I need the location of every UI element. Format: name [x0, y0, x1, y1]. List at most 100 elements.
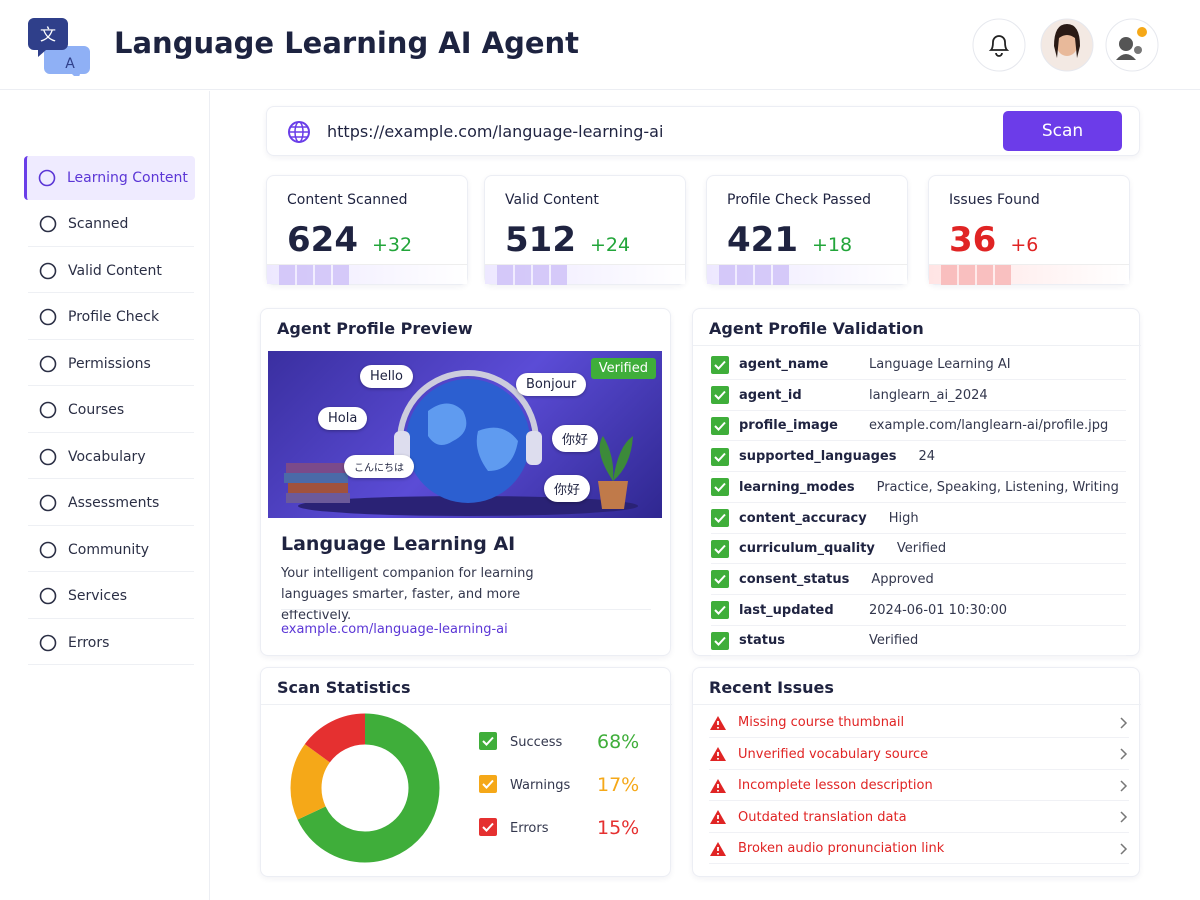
icon — [39, 215, 57, 233]
icon — [39, 634, 57, 651]
check-mark — [714, 513, 726, 523]
warning-icon — [710, 810, 726, 825]
icon-shape — [39, 541, 57, 558]
stat-label: Profile Check Passed — [727, 192, 871, 208]
speech-bubble: 你好 — [552, 425, 599, 452]
stat-label: Issues Found — [949, 192, 1040, 208]
check-box — [711, 570, 729, 589]
nav-label: Vocabulary — [68, 448, 146, 465]
check-box — [711, 478, 729, 497]
issue-row[interactable]: Incomplete lesson description — [709, 771, 1129, 802]
issue-text: Unverified vocabulary source — [738, 746, 929, 762]
svg-text:A: A — [65, 56, 75, 72]
nav-item[interactable]: Scanned — [28, 203, 194, 247]
field-value: Language Learning AI — [869, 357, 1011, 372]
speech-bubble: こんにちは — [344, 455, 414, 478]
nav-item[interactable]: Community — [28, 528, 194, 572]
strip-block — [737, 265, 753, 285]
nav-item[interactable]: Vocabulary — [28, 435, 194, 479]
nav-item[interactable]: Errors — [28, 621, 194, 665]
card-title: Recent Issues — [709, 678, 834, 697]
logo: 文 A — [28, 18, 90, 76]
issue-row[interactable]: Missing course thumbnail — [709, 708, 1129, 738]
nav-item[interactable]: Profile Check — [28, 296, 194, 340]
field-value: Verified — [896, 541, 947, 557]
issue-row[interactable]: Broken audio pronunciation link — [709, 834, 1129, 865]
icon-shape — [39, 308, 57, 326]
stat-card: Profile Check Passed 421 +18 — [706, 175, 908, 285]
legend-swatch — [479, 732, 497, 750]
strip-block — [315, 265, 331, 285]
validation-row: profile_image example.com/langlearn-ai/pr… — [711, 411, 1126, 442]
icon — [39, 262, 57, 279]
field-value: Practice, Speaking, Listening, Writing — [876, 479, 1119, 495]
check-icon — [711, 447, 729, 466]
check-mark — [714, 391, 726, 401]
check-mark — [714, 605, 726, 616]
check-mark — [714, 483, 726, 493]
stat-value-row: 512 +24 — [505, 220, 630, 260]
icon — [39, 541, 57, 558]
chevron — [1120, 843, 1128, 855]
nav-item[interactable]: Assessments — [28, 482, 194, 526]
nav-item[interactable]: Permissions — [28, 342, 194, 386]
speech-bubble: Bonjour — [516, 373, 587, 396]
strip-block — [551, 265, 567, 285]
agent-description: Your intelligent companion for learning … — [281, 566, 534, 623]
check-box — [711, 355, 729, 374]
check-box — [711, 509, 729, 527]
legend-label: Warnings — [510, 778, 570, 793]
field-key: supported_languages — [739, 449, 897, 465]
notifications-button[interactable] — [972, 18, 1026, 72]
nav-item[interactable]: Courses — [28, 389, 194, 433]
header: 文 A Language Learning AI Agent — [0, 0, 1200, 90]
stat-value-row: 624 +32 — [287, 220, 412, 260]
card-title: Scan Statistics — [277, 678, 411, 697]
nav-label: Errors — [68, 634, 110, 651]
card-title: Agent Profile Preview — [277, 319, 473, 338]
check-icon — [711, 601, 729, 620]
field-value: langlearn_ai_2024 — [869, 387, 988, 403]
legend-swatch — [479, 818, 497, 836]
field-value: High — [888, 510, 919, 526]
nav-label: Community — [68, 541, 150, 558]
stat-strip — [485, 264, 685, 285]
nav-item[interactable]: Services — [28, 575, 194, 619]
validation-row: status Verified — [711, 626, 1126, 657]
chevron — [1120, 780, 1128, 792]
field-value: example.com/langlearn-ai/profile.jpg — [869, 418, 1109, 434]
strip-block — [297, 265, 313, 285]
icon — [38, 169, 56, 187]
value-label: 17% — [597, 774, 639, 796]
nav-item[interactable]: Learning Content — [24, 156, 195, 200]
donut-segment — [290, 713, 440, 863]
stat-delta: +18 — [811, 234, 853, 256]
agent-link[interactable]: example.com/language-learning-ai — [281, 622, 508, 637]
legend-check — [482, 779, 494, 789]
agent-name: Language Learning AI — [281, 533, 516, 555]
header-actions — [972, 18, 1159, 72]
field-key: consent_status — [739, 571, 850, 587]
field-key: last_updated — [739, 602, 834, 618]
chevron-shape — [1120, 780, 1128, 792]
scan-button[interactable]: Scan — [1003, 111, 1122, 151]
stat-strip — [929, 264, 1129, 285]
nav-item[interactable]: Valid Content — [28, 249, 194, 293]
nav-label: Permissions — [68, 355, 151, 372]
strip-block — [719, 265, 735, 285]
check-mark — [714, 636, 726, 646]
chevron — [1120, 716, 1128, 729]
icon-shape — [39, 587, 57, 605]
icon-shape — [39, 494, 57, 512]
issue-row[interactable]: Outdated translation data — [709, 803, 1129, 833]
stat-value-row: 36 +6 — [949, 220, 1038, 260]
url-input[interactable]: https://example.com/language-learning-ai — [327, 122, 664, 141]
value-label: 15% — [597, 817, 639, 839]
stat-value-row: 421 +18 — [727, 220, 852, 260]
check-box — [711, 447, 729, 466]
issue-row[interactable]: Unverified vocabulary source — [709, 740, 1129, 770]
check-box — [711, 386, 729, 405]
speech-bubble: Hola — [318, 407, 368, 430]
validation-row: learning_modes Practice, Speaking, Listen… — [711, 473, 1126, 503]
strip-block — [279, 265, 295, 285]
